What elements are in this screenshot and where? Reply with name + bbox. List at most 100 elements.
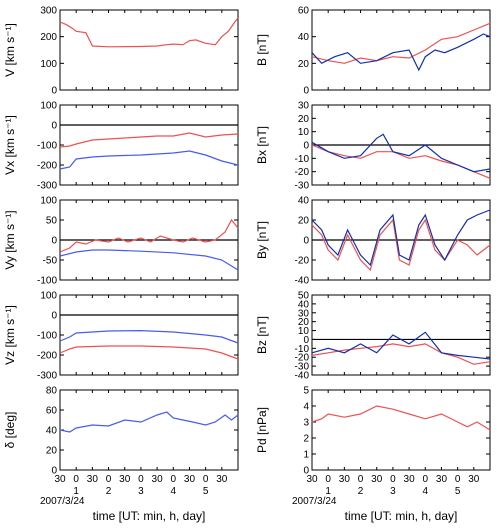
xtick-minute-label: 0 — [203, 474, 209, 485]
svg-text:δ [deg]: δ [deg] — [3, 412, 17, 449]
panel-6-ytick-label: -10 — [295, 154, 310, 165]
xtick-hour-label: 4 — [422, 486, 428, 497]
panel-3: -300 -200 -100 0 100 — [37, 291, 239, 382]
panel-3-ytick-label: 100 — [40, 291, 57, 302]
panel-2: -100 -50 0 50 100 — [37, 196, 239, 287]
panel-0-ytick-label: 0 — [51, 86, 57, 97]
panel-2-ytick-label: 0 — [51, 236, 57, 247]
panel-3-ylabel: Vz [km s⁻¹] — [3, 305, 17, 365]
svg-text:Pd [nPa]: Pd [nPa] — [255, 407, 269, 453]
panel-9-ytick-label: 2 — [303, 434, 309, 445]
panel-5-ytick-label: 60 — [298, 6, 310, 17]
xtick-minute-label: 30 — [339, 474, 351, 485]
panel-9-series-0-line — [311, 405, 491, 431]
xtick-minute-label: 30 — [306, 474, 318, 485]
panel-4-frame — [59, 389, 239, 471]
panel-4-ytick-label: 60 — [46, 406, 58, 417]
panel-6-ytick-label: 20 — [298, 114, 310, 125]
panel-0-ytick-label: 100 — [40, 59, 57, 70]
panel-6: -30 -20 -10 0 10 20 30 — [295, 101, 491, 192]
panel-8-series-1-line — [311, 331, 491, 360]
panel-4-ytick-label: 40 — [46, 426, 58, 437]
panel-4-series-0-line — [59, 411, 239, 433]
panel-1-series-1-line — [59, 150, 239, 170]
svg-text:Vy [km s⁻¹]: Vy [km s⁻¹] — [3, 210, 17, 269]
panel-3-frame — [59, 294, 239, 376]
panel-9-frame — [311, 389, 491, 471]
panel-5-ytick-label: 40 — [298, 32, 310, 43]
xtick-minute-label: 30 — [119, 474, 131, 485]
panel-2-series-0-line — [59, 218, 239, 253]
panel-5-series-0-line — [311, 22, 491, 64]
panel-9-ytick-label: 3 — [303, 418, 309, 429]
xtick-minute-label: 30 — [152, 474, 164, 485]
panel-0-ylabel: V [km s⁻¹] — [3, 23, 17, 77]
panel-8-frame — [311, 294, 491, 376]
svg-text:B [nT]: B [nT] — [255, 34, 269, 66]
panel-1-frame — [59, 104, 239, 186]
xtick-minute-label: 30 — [436, 474, 448, 485]
panel-0-frame — [59, 9, 239, 91]
panel-4-ytick-label: 0 — [51, 466, 57, 477]
panel-7-ytick-label: 0 — [303, 236, 309, 247]
panel-7-ytick-label: 40 — [298, 196, 310, 207]
panel-7: -40 -20 0 20 40 — [295, 196, 491, 287]
panel-2-ylabel: Vy [km s⁻¹] — [3, 210, 17, 269]
panel-5-series-1-line — [311, 33, 491, 72]
panel-1-ytick-label: -200 — [37, 161, 57, 172]
panel-3-ytick-label: -100 — [37, 331, 57, 342]
xtick-minute-label: 0 — [73, 474, 79, 485]
xtick-minute-label: 0 — [325, 474, 331, 485]
panel-8-ytick-label: 30 — [298, 308, 310, 319]
xtick-hour-label: 5 — [203, 486, 209, 497]
panel-4-ylabel: δ [deg] — [3, 412, 17, 449]
panel-8-ytick-label: 20 — [298, 317, 310, 328]
panel-8-ytick-label: -30 — [295, 362, 310, 373]
xtick-hour-label: 1 — [73, 486, 79, 497]
svg-text:Vz [km s⁻¹]: Vz [km s⁻¹] — [3, 305, 17, 365]
panel-6-ytick-label: 0 — [303, 141, 309, 152]
xtick-minute-label: 30 — [404, 474, 416, 485]
xtick-hour-label: 5 — [455, 486, 461, 497]
svg-text:Vx [km s⁻¹]: Vx [km s⁻¹] — [3, 115, 17, 175]
panel-7-series-1-line — [311, 209, 491, 267]
xtick-minute-label: 0 — [390, 474, 396, 485]
panel-1-ytick-label: 0 — [51, 121, 57, 132]
panel-8-ytick-label: 0 — [303, 335, 309, 346]
xtick-minute-label: 0 — [455, 474, 461, 485]
xtick-minute-label: 30 — [371, 474, 383, 485]
xtick-minute-label: 30 — [216, 474, 228, 485]
xtick-minute-label: 30 — [87, 474, 99, 485]
date-label: 2007/3/24 — [40, 496, 85, 507]
panel-1: -300 -200 -100 0 100 — [37, 101, 239, 192]
panel-7-ytick-label: -20 — [295, 256, 310, 267]
x-axis-label: time [UT: min, h, day] — [93, 509, 206, 523]
xtick-hour-label: 2 — [106, 486, 112, 497]
panel-5-ytick-label: 0 — [303, 86, 309, 97]
panel-8-series-0-line — [311, 343, 491, 365]
panel-8-ytick-label: -20 — [295, 353, 310, 364]
panel-3-series-0-line — [59, 345, 239, 360]
panel-9-ytick-label: 4 — [303, 402, 309, 413]
xtick-hour-label: 3 — [390, 486, 396, 497]
panel-6-ytick-label: -20 — [295, 167, 310, 178]
panel-5-ylabel: B [nT] — [255, 34, 269, 66]
svg-text:V [km s⁻¹]: V [km s⁻¹] — [3, 23, 17, 77]
xtick-hour-label: 3 — [138, 486, 144, 497]
xtick-hour-label: 1 — [325, 486, 331, 497]
panel-7-series-0-line — [311, 218, 491, 272]
panel-2-ytick-label: -50 — [43, 256, 58, 267]
xtick-minute-label: 0 — [358, 474, 364, 485]
svg-text:Bx [nT]: Bx [nT] — [255, 126, 269, 164]
panel-1-ytick-label: -100 — [37, 141, 57, 152]
xtick-minute-label: 30 — [184, 474, 196, 485]
panel-8-ytick-label: 50 — [298, 291, 310, 302]
xtick-minute-label: 30 — [468, 474, 480, 485]
panel-7-ylabel: By [nT] — [255, 221, 269, 259]
panel-0-ytick-label: 200 — [40, 32, 57, 43]
panel-1-ylabel: Vx [km s⁻¹] — [3, 115, 17, 175]
date-label: 2007/3/24 — [292, 496, 337, 507]
